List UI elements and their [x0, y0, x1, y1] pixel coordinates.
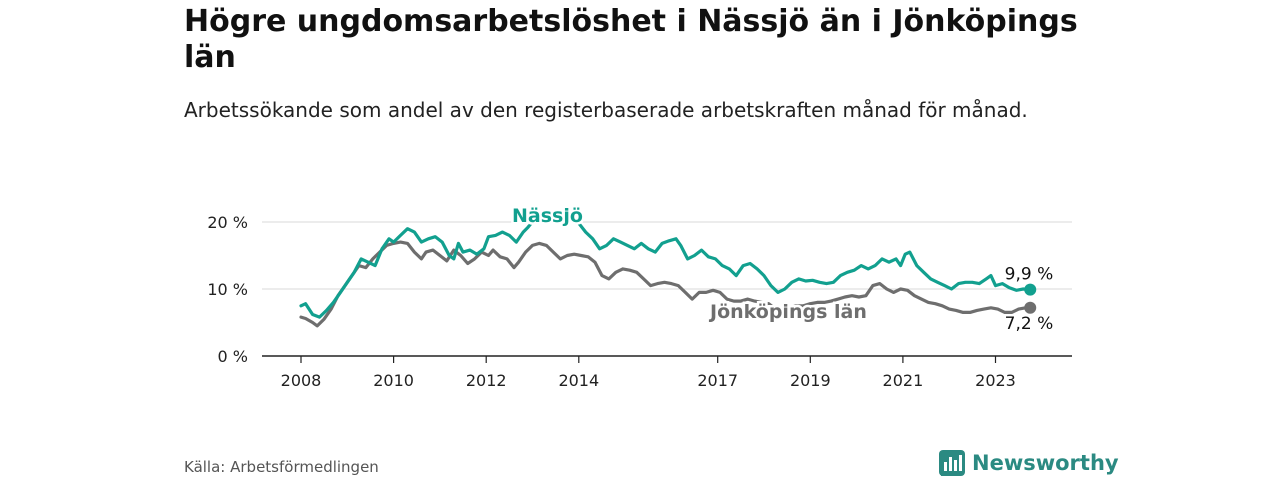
- x-tick-label: 2023: [975, 371, 1016, 390]
- series-end-dot: [1024, 301, 1037, 314]
- x-tick-label: 2017: [697, 371, 738, 390]
- chart-subtitle: Arbetssökande som andel av den registerb…: [184, 98, 1028, 122]
- end-label-lan: 7,2 %: [1005, 314, 1054, 334]
- series-label-nassjo: Nässjö: [512, 205, 583, 227]
- series-lines: [299, 210, 1037, 328]
- brand-logo[interactable]: Newsworthy: [938, 449, 1119, 477]
- x-tick-label: 2012: [466, 371, 507, 390]
- end-label-nassjo: 9,9 %: [1005, 265, 1054, 285]
- y-axis: 0 % 10 % 20 %: [207, 213, 248, 366]
- chart-title: Högre ungdomsarbetslöshet i Nässjö än i …: [184, 4, 1078, 75]
- series-labels: Nässjö Jönköpings län 9,9 % 7,2 %: [510, 203, 1054, 334]
- x-tick-label: 2019: [790, 371, 831, 390]
- brand-name: Newsworthy: [972, 451, 1119, 475]
- source-note: Källa: Arbetsförmedlingen: [184, 458, 379, 476]
- x-axis: 2008 2010 2012 2014 2017 2019 2021 2023: [262, 355, 1072, 390]
- x-tick-label: 2014: [558, 371, 599, 390]
- y-tick-label: 10 %: [207, 280, 248, 299]
- series-line: [299, 210, 1032, 319]
- grid: [262, 221, 1072, 290]
- y-tick-label: 0 %: [218, 347, 248, 366]
- series-label-lan: Jönköpings län: [708, 301, 867, 323]
- x-tick-label: 2008: [281, 371, 322, 390]
- x-tick-label: 2010: [373, 371, 414, 390]
- y-tick-label: 20 %: [207, 213, 248, 232]
- newsworthy-icon: [939, 450, 965, 476]
- x-tick-label: 2021: [883, 371, 924, 390]
- series-end-dot: [1024, 283, 1037, 296]
- series-line: [299, 240, 1032, 328]
